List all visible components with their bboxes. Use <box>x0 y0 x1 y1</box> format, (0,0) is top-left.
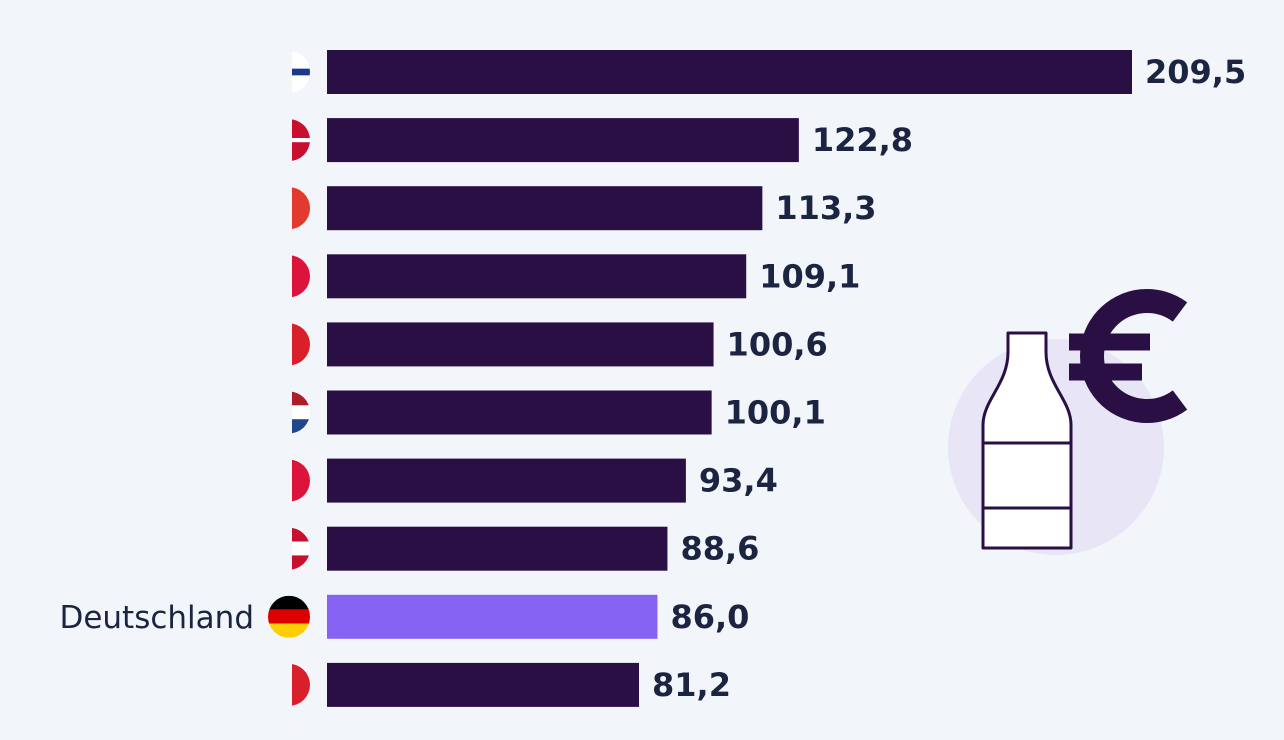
bars <box>327 50 1132 707</box>
flag-icon <box>265 184 310 233</box>
flag-icon <box>265 116 310 165</box>
bar <box>327 50 1132 94</box>
bar <box>327 118 799 163</box>
value-label: 209,5 <box>1145 53 1246 91</box>
value-label: 93,4 <box>699 462 778 500</box>
bar <box>327 254 747 299</box>
bar <box>327 322 714 367</box>
value-labels: 209,5 122,8 113,3 109,1 100,6 100,1 93,4 88,6 86… <box>652 53 1246 704</box>
flag-icon <box>265 48 310 96</box>
category-label: Deutschland <box>59 600 254 636</box>
flag-icon <box>265 456 310 505</box>
flag-icon <box>265 660 310 709</box>
value-label: 81,2 <box>652 666 731 704</box>
value-label: 113,3 <box>775 189 876 227</box>
flag-icon <box>265 252 310 301</box>
flag-icon <box>265 524 310 573</box>
bottle-icon <box>981 331 1073 550</box>
bar <box>327 594 658 639</box>
bar <box>327 458 686 503</box>
value-label: 88,6 <box>680 530 759 568</box>
value-label: 86,0 <box>670 598 749 636</box>
value-label: 100,6 <box>727 325 828 363</box>
country-flags <box>265 48 310 709</box>
illustration <box>948 289 1188 555</box>
value-label: 100,1 <box>725 394 826 432</box>
category-labels: Deutschland <box>59 600 254 636</box>
value-label: 122,8 <box>812 121 913 159</box>
euro-icon <box>1069 289 1188 423</box>
bar <box>327 526 668 571</box>
value-label: 109,1 <box>759 257 860 295</box>
bar <box>327 186 763 231</box>
flag-icon <box>265 388 310 437</box>
flag-icon <box>265 320 310 369</box>
bar <box>327 390 712 435</box>
bar <box>327 662 640 707</box>
flag-icon <box>268 595 310 638</box>
